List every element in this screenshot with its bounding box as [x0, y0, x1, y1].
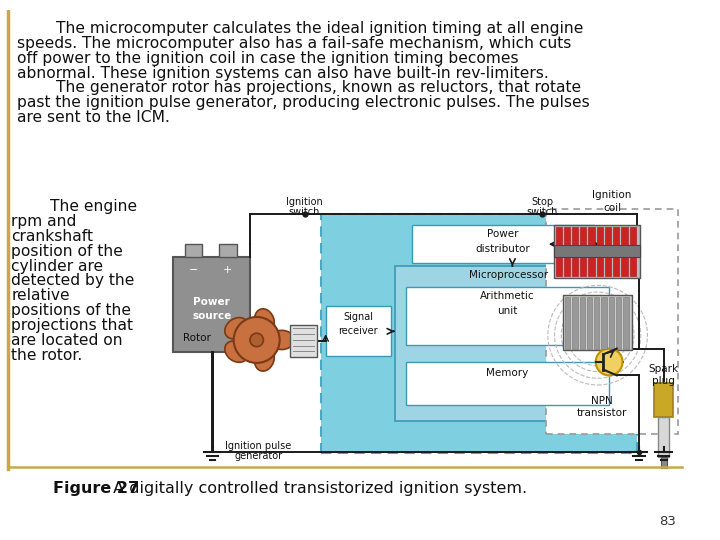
Bar	[554, 225, 640, 278]
Text: the rotor.: the rotor.	[12, 348, 83, 363]
Ellipse shape	[255, 347, 274, 371]
Text: distributor: distributor	[475, 244, 530, 254]
Bar	[564, 227, 570, 276]
Text: cylinder are: cylinder are	[12, 259, 104, 274]
Bar	[658, 416, 670, 457]
Text: The engine: The engine	[12, 199, 138, 214]
Text: +: +	[223, 265, 233, 275]
Text: plug: plug	[652, 376, 675, 386]
Text: Arithmetic: Arithmetic	[480, 291, 535, 301]
Bar	[629, 227, 636, 276]
Bar	[654, 383, 673, 416]
Ellipse shape	[255, 309, 274, 333]
Text: projections that: projections that	[12, 318, 133, 333]
Ellipse shape	[269, 330, 294, 349]
Text: switch: switch	[289, 207, 320, 217]
Bar	[624, 297, 629, 349]
Text: are located on: are located on	[12, 333, 123, 348]
Text: Microprocessor: Microprocessor	[469, 270, 548, 280]
Text: generator: generator	[235, 451, 283, 461]
Text: switch: switch	[526, 207, 558, 217]
Bar	[580, 297, 585, 349]
Bar	[588, 227, 595, 276]
Bar	[563, 295, 632, 350]
Text: position of the: position of the	[12, 244, 123, 259]
Bar	[321, 213, 637, 453]
Bar	[412, 225, 594, 264]
Bar	[621, 227, 628, 276]
Text: source: source	[192, 311, 231, 321]
Ellipse shape	[225, 318, 248, 339]
Bar	[572, 297, 577, 349]
Text: relative: relative	[12, 288, 70, 303]
Text: rpm and: rpm and	[12, 214, 77, 229]
Text: abnormal. These ignition systems can also have built-in rev-limiters.: abnormal. These ignition systems can als…	[17, 65, 549, 80]
Bar	[601, 297, 607, 349]
Text: The generator rotor has projections, known as reluctors, that rotate: The generator rotor has projections, kno…	[17, 80, 581, 96]
Bar	[616, 297, 621, 349]
Bar	[185, 244, 202, 256]
Text: off power to the ignition coil in case the ignition timing becomes: off power to the ignition coil in case t…	[17, 51, 519, 66]
Text: transistor: transistor	[576, 408, 626, 418]
Text: positions of the: positions of the	[12, 303, 132, 318]
Text: speeds. The microcomputer also has a fail-safe mechanism, which cuts: speeds. The microcomputer also has a fai…	[17, 36, 572, 51]
Bar	[554, 245, 640, 256]
Text: 83: 83	[660, 515, 676, 528]
Bar	[556, 227, 562, 276]
Text: Power: Power	[487, 229, 518, 239]
Bar	[220, 244, 237, 256]
Circle shape	[595, 349, 623, 375]
Bar	[290, 325, 317, 357]
Bar	[406, 362, 609, 405]
Bar	[565, 297, 570, 349]
Bar	[580, 227, 586, 276]
Text: receiver: receiver	[338, 326, 378, 335]
Text: Memory: Memory	[487, 368, 528, 377]
Text: Power: Power	[193, 297, 230, 307]
Text: NPN: NPN	[590, 395, 612, 406]
Text: −: −	[189, 265, 198, 275]
Bar	[572, 227, 578, 276]
Bar	[608, 297, 614, 349]
Bar	[546, 209, 678, 434]
Text: Ignition: Ignition	[286, 197, 323, 207]
Text: unit: unit	[498, 306, 518, 316]
Bar	[613, 227, 619, 276]
Text: Ignition: Ignition	[593, 190, 631, 200]
Bar	[174, 256, 250, 353]
Bar	[661, 457, 667, 468]
Text: Stop: Stop	[531, 197, 553, 207]
Text: are sent to the ICM.: are sent to the ICM.	[17, 110, 170, 125]
Ellipse shape	[225, 341, 248, 362]
Text: Spark: Spark	[649, 364, 679, 374]
Bar	[605, 227, 611, 276]
Bar	[587, 297, 592, 349]
Text: The microcomputer calculates the ideal ignition timing at all engine: The microcomputer calculates the ideal i…	[17, 21, 584, 36]
Circle shape	[250, 333, 264, 347]
Text: crankshaft: crankshaft	[12, 229, 94, 244]
Bar	[325, 306, 391, 356]
Text: Rotor: Rotor	[183, 333, 211, 343]
Bar	[395, 266, 623, 421]
Text: Ignition pulse: Ignition pulse	[225, 441, 292, 450]
Text: Figure 27: Figure 27	[53, 481, 139, 496]
Bar	[594, 297, 600, 349]
Bar	[406, 287, 609, 345]
Text: Signal: Signal	[343, 312, 373, 322]
Ellipse shape	[234, 317, 279, 363]
Text: A digitally controlled transistorized ignition system.: A digitally controlled transistorized ig…	[108, 481, 527, 496]
Text: coil: coil	[603, 203, 621, 213]
Bar	[597, 227, 603, 276]
Text: past the ignition pulse generator, producing electronic pulses. The pulses: past the ignition pulse generator, produ…	[17, 95, 590, 110]
Text: detected by the: detected by the	[12, 273, 135, 288]
